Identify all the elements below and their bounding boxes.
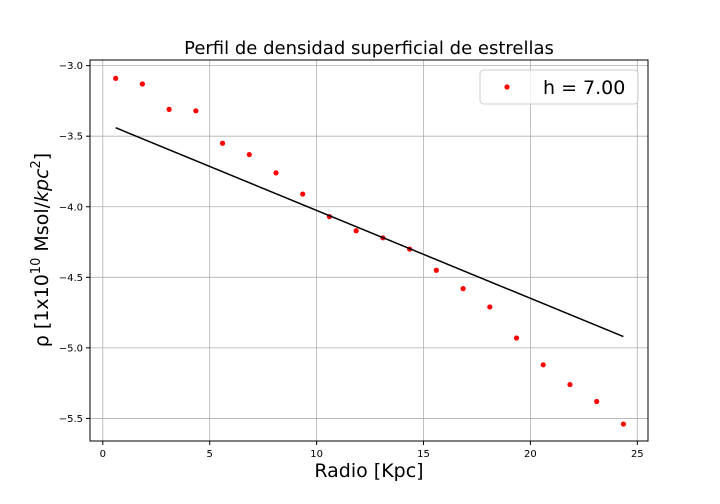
x-axis-ticks: 0 5 10 15 20 25 [100, 441, 644, 460]
data-point [300, 191, 306, 197]
y-tick-label: −5.0 [59, 343, 83, 354]
y-label-prefix: ρ [1x10 [31, 274, 53, 347]
data-point [567, 381, 573, 388]
y-tick-label: −4.5 [59, 273, 83, 284]
data-point [460, 286, 466, 292]
legend: h = 7.00 [479, 69, 639, 105]
x-axis-label: Radio [Kpc] [314, 460, 423, 482]
data-point [594, 398, 600, 405]
y-label-exponent: 10 [29, 258, 44, 275]
y-axis-ticks: −3.0 −3.5 −4.0 −4.5 −5.0 −5.5 [59, 61, 90, 425]
y-tick-label: −3.0 [59, 61, 83, 72]
data-point [433, 267, 439, 273]
data-point [113, 75, 119, 81]
y-label-middle: Msol/ [31, 201, 53, 257]
y-label-suffix: ] [31, 153, 53, 160]
fit-line [115, 127, 624, 338]
y-tick-label: −5.5 [59, 414, 83, 425]
x-tick-label: 10 [310, 449, 323, 460]
y-axis-label: ρ [1x1010 Msol/kpc2] [29, 153, 53, 347]
plot-series [113, 75, 627, 427]
data-point [246, 151, 252, 158]
data-point [513, 335, 520, 341]
y-label-unit-var: kpc [31, 168, 53, 202]
x-tick-label: 0 [100, 449, 106, 460]
data-point [353, 228, 359, 234]
legend-label: h = 7.00 [543, 77, 625, 99]
legend-frame [479, 69, 639, 105]
y-label-unit-exp: 2 [29, 160, 44, 168]
x-tick-label: 20 [524, 449, 537, 460]
data-point [620, 421, 627, 427]
x-tick-label: 25 [631, 449, 644, 460]
legend-marker [504, 84, 510, 90]
axes-frame [89, 59, 649, 442]
data-point [166, 106, 172, 112]
x-tick-label: 15 [417, 449, 430, 460]
data-point [487, 304, 493, 310]
data-point [139, 81, 145, 87]
chart-title: Perfil de densidad superficial de estrel… [184, 38, 554, 59]
data-point [540, 362, 546, 368]
grid-lines [90, 60, 648, 441]
y-tick-label: −4.0 [59, 202, 83, 213]
y-tick-label: −3.5 [59, 132, 83, 143]
data-point [219, 140, 226, 146]
data-point [273, 170, 279, 176]
data-point [193, 108, 199, 114]
x-tick-label: 5 [207, 449, 213, 460]
